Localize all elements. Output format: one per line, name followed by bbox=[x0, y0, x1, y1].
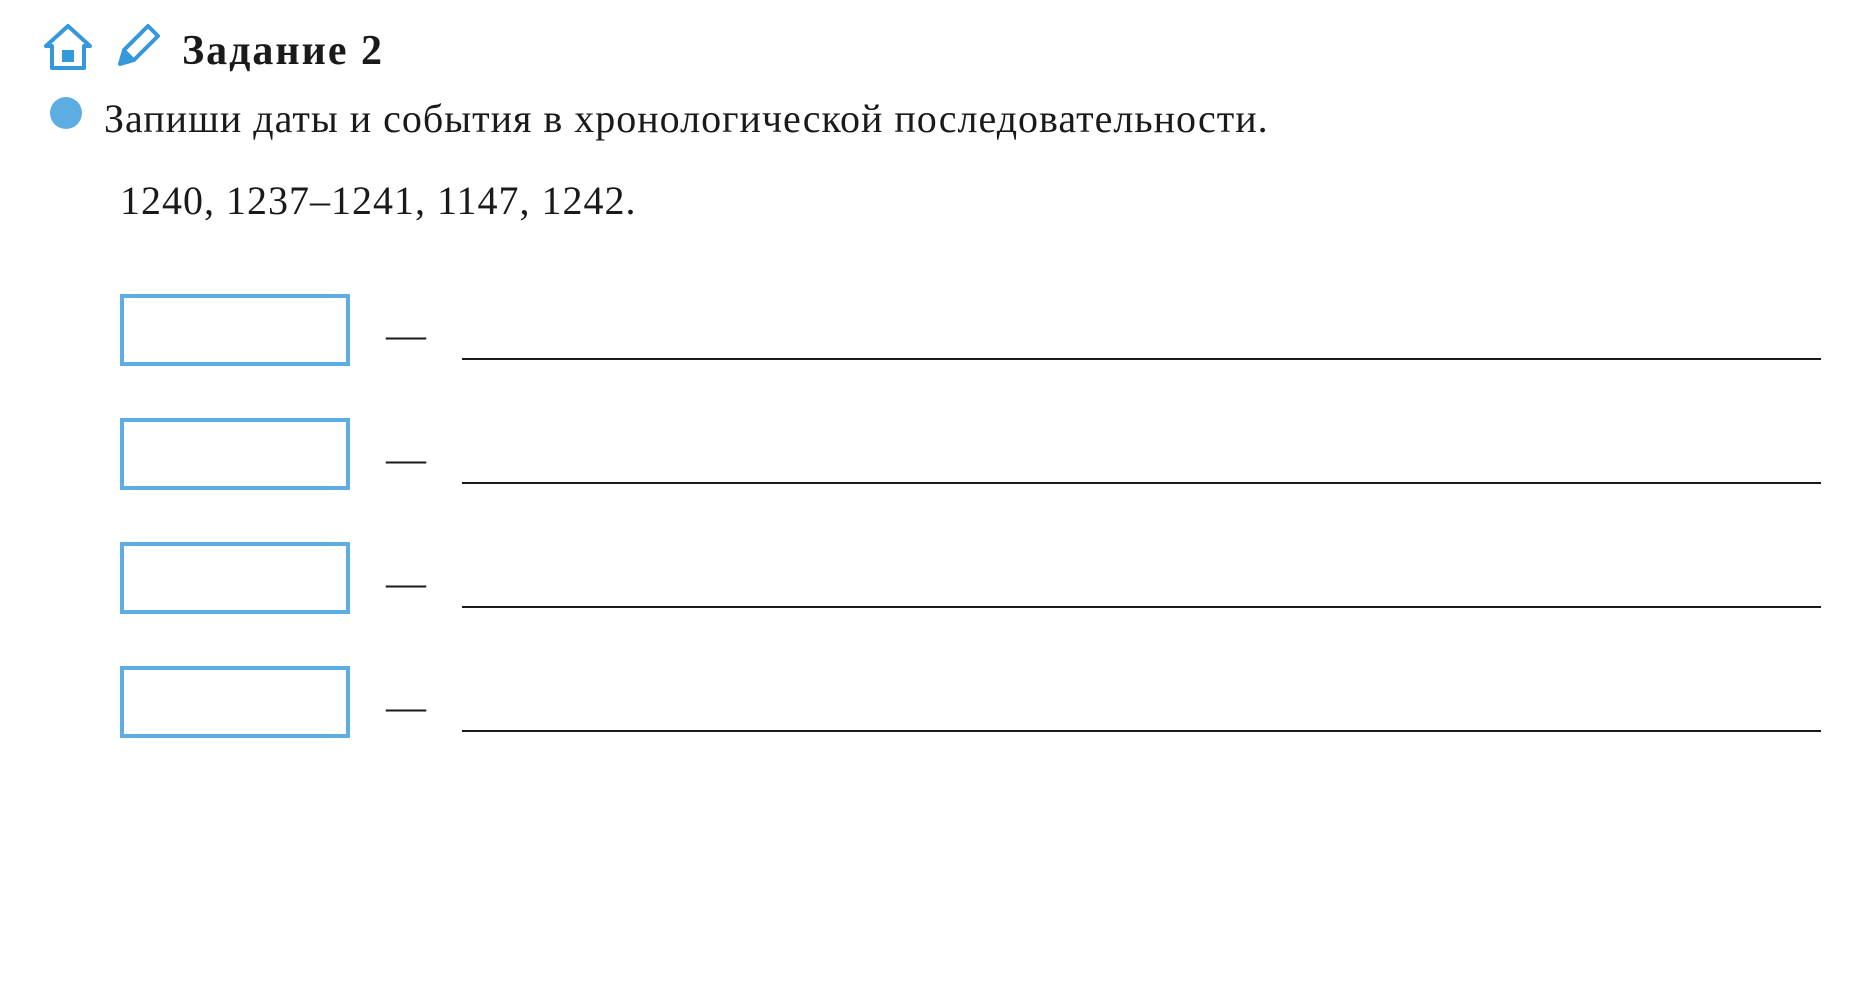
pencil-icon bbox=[108, 20, 164, 81]
bullet-icon bbox=[50, 97, 82, 129]
task-header: Задание 2 bbox=[40, 20, 1821, 81]
date-input-box[interactable] bbox=[120, 542, 350, 614]
dash-separator: — bbox=[386, 683, 426, 738]
event-input-line[interactable] bbox=[462, 692, 1821, 732]
event-input-line[interactable] bbox=[462, 444, 1821, 484]
task-title: Задание 2 bbox=[182, 27, 384, 75]
date-input-box[interactable] bbox=[120, 418, 350, 490]
answer-row: — bbox=[120, 666, 1821, 738]
date-input-box[interactable] bbox=[120, 666, 350, 738]
icon-group bbox=[40, 20, 164, 81]
answer-row: — bbox=[120, 294, 1821, 366]
event-input-line[interactable] bbox=[462, 320, 1821, 360]
instruction-text: Запиши даты и события в хронологической … bbox=[104, 89, 1821, 149]
date-input-box[interactable] bbox=[120, 294, 350, 366]
answer-rows: — — — — bbox=[120, 294, 1821, 738]
answer-row: — bbox=[120, 418, 1821, 490]
dash-separator: — bbox=[386, 559, 426, 614]
dates-list: 1240, 1237–1241, 1147, 1242. bbox=[120, 177, 1821, 224]
answer-row: — bbox=[120, 542, 1821, 614]
event-input-line[interactable] bbox=[462, 568, 1821, 608]
instruction-row: Запиши даты и события в хронологической … bbox=[50, 89, 1821, 149]
dash-separator: — bbox=[386, 311, 426, 366]
dash-separator: — bbox=[386, 435, 426, 490]
house-icon bbox=[40, 20, 96, 81]
